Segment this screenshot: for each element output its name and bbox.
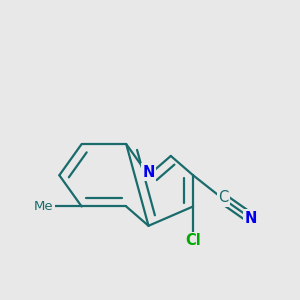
- Text: Cl: Cl: [185, 233, 201, 248]
- Text: C: C: [219, 190, 229, 205]
- Text: N: N: [142, 165, 155, 180]
- Text: Me: Me: [34, 200, 54, 213]
- Text: N: N: [245, 211, 257, 226]
